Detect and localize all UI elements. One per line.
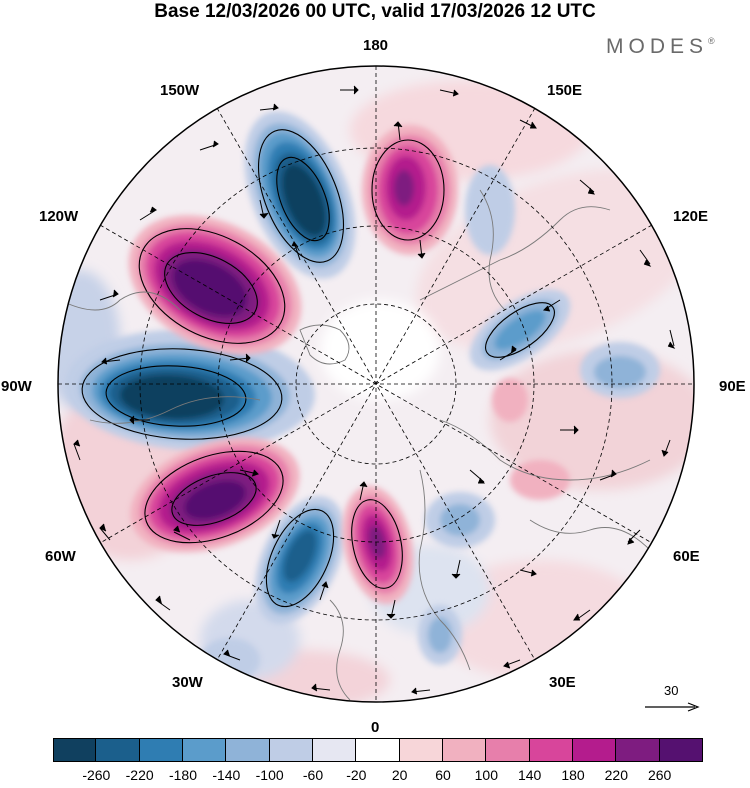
legend-swatch xyxy=(529,738,573,762)
lbl-120w: 120W xyxy=(39,208,79,225)
legend-swatch xyxy=(486,738,530,762)
legend-tick-label: 60 xyxy=(435,767,451,783)
lbl-150w: 150W xyxy=(160,82,200,99)
wind-vectors xyxy=(73,85,676,695)
color-legend xyxy=(53,738,703,762)
legend-swatch xyxy=(183,738,227,762)
legend-swatch xyxy=(269,738,313,762)
graticule xyxy=(58,66,694,702)
legend-tick-label: -220 xyxy=(125,767,154,783)
lbl-180: 180 xyxy=(363,37,389,54)
lbl-30w: 30W xyxy=(172,674,203,691)
legend-tick-label: -180 xyxy=(168,767,198,783)
legend-swatch xyxy=(573,738,617,762)
lbl-30e: 30E xyxy=(549,674,576,691)
legend-tick-label: 180 xyxy=(561,767,585,783)
lbl-90e: 90E xyxy=(719,378,746,395)
legend-tick-label: 260 xyxy=(647,767,672,783)
brand-text: MODES xyxy=(606,35,709,58)
legend-swatch xyxy=(659,738,703,762)
coastlines xyxy=(59,189,651,701)
legend-tick-label: 220 xyxy=(604,767,629,783)
legend-swatch xyxy=(616,738,660,762)
legend-swatch xyxy=(53,738,97,762)
legend-swatch xyxy=(96,738,140,762)
lbl-60w: 60W xyxy=(45,548,76,565)
lbl-60e: 60E xyxy=(673,548,700,565)
legend-tick-label: -100 xyxy=(255,767,284,783)
brand-logo: MODES® xyxy=(606,35,715,59)
lbl-0: 0 xyxy=(371,719,380,736)
legend-tick-label: 100 xyxy=(474,767,499,783)
registered-mark: ® xyxy=(708,36,715,46)
legend-tick-label: -260 xyxy=(82,767,111,783)
legend-swatch xyxy=(226,738,270,762)
lbl-90w: 90W xyxy=(1,378,32,395)
legend-swatch xyxy=(443,738,487,762)
legend-tick-label: -60 xyxy=(302,767,324,783)
map-title: Base 12/03/2026 00 UTC, valid 17/03/2026… xyxy=(154,1,596,22)
reference-vector xyxy=(645,702,700,712)
legend-tick-label: 20 xyxy=(391,767,408,783)
reference-vector-label: 30 xyxy=(664,683,679,698)
contour-lines xyxy=(81,129,555,608)
legend-tick-label: -140 xyxy=(212,767,241,783)
legend-tick-label: -20 xyxy=(346,767,367,783)
lbl-120e: 120E xyxy=(673,208,709,225)
lbl-150e: 150E xyxy=(547,82,583,99)
legend-swatch xyxy=(139,738,183,762)
legend-swatch xyxy=(399,738,443,762)
legend-swatch xyxy=(356,738,400,762)
legend-tick-label: 140 xyxy=(517,767,542,783)
anomaly-field xyxy=(58,66,694,702)
legend-swatch xyxy=(313,738,357,762)
map-boundary xyxy=(57,65,695,703)
